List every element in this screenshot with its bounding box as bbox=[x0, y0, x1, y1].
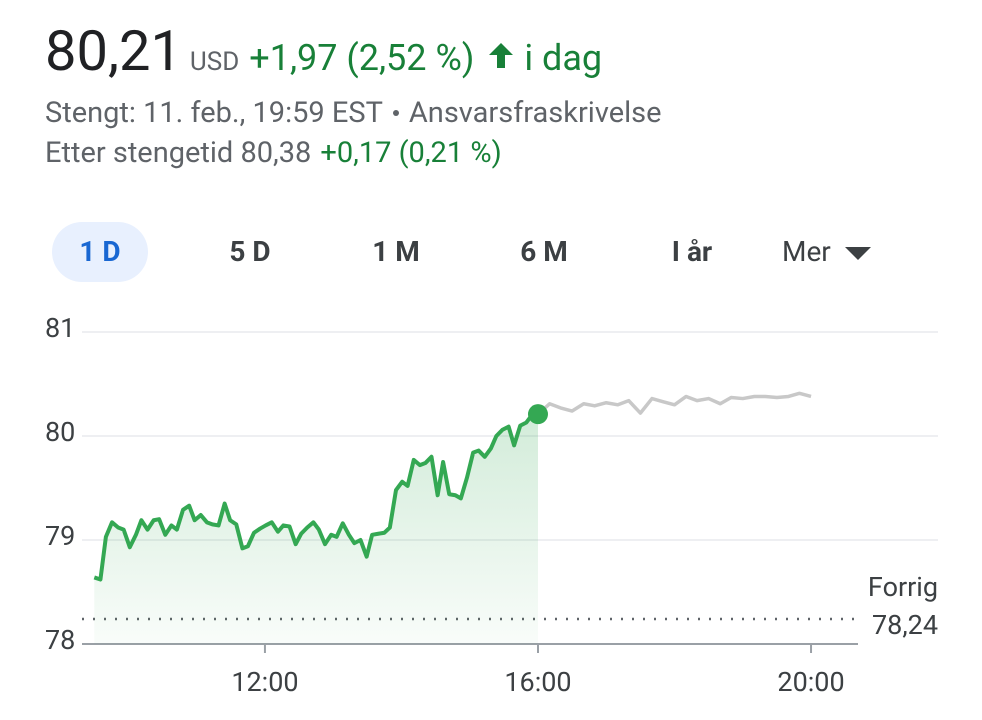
range-tabs: 1 D 5 D 1 M 6 M I år Mer bbox=[52, 222, 912, 282]
x-tick-label: 20:00 bbox=[777, 666, 844, 698]
price-line bbox=[536, 391, 812, 416]
dropdown-icon bbox=[844, 247, 871, 260]
previous-close-name: Forrig bbox=[868, 571, 938, 603]
more-tab[interactable]: Mer bbox=[782, 222, 902, 282]
x-tick-label: 16:00 bbox=[504, 666, 571, 698]
closed-time: Stengt: 11. feb., 19:59 EST bbox=[45, 96, 383, 130]
x-tick-label: 12:00 bbox=[231, 666, 298, 698]
currency: USD bbox=[189, 47, 240, 77]
close-dot bbox=[527, 404, 548, 425]
after-hours-change: +0,17 (0,21 %) bbox=[320, 136, 502, 170]
price-row: 80,21 USD +1,97 (2,52 %) i dag bbox=[45, 18, 602, 84]
price: 80,21 bbox=[45, 18, 182, 84]
after-hours-row: Etter stengetid 80,38 +0,17 (0,21 %) bbox=[45, 136, 502, 170]
y-tick-label: 78 bbox=[45, 624, 75, 656]
change: +1,97 (2,52 %) bbox=[249, 37, 475, 79]
previous-close-value: 78,24 bbox=[872, 609, 938, 641]
range-tab[interactable]: 1 M bbox=[372, 235, 420, 268]
range-tab[interactable]: I år bbox=[671, 235, 713, 268]
status-row: Stengt: 11. feb., 19:59 EST Ansvarsfrask… bbox=[45, 96, 662, 130]
y-tick-label: 79 bbox=[45, 520, 75, 552]
range-tab[interactable]: 1 D bbox=[52, 222, 148, 282]
range-tab[interactable]: 5 D bbox=[229, 235, 271, 268]
more-label: Mer bbox=[782, 235, 831, 268]
separator-dot bbox=[392, 110, 399, 116]
after-hours-price: Etter stengetid 80,38 bbox=[45, 136, 312, 170]
up-arrow-icon bbox=[489, 43, 514, 68]
y-tick-label: 81 bbox=[45, 312, 75, 344]
period-label: i dag bbox=[524, 37, 603, 79]
y-tick-label: 80 bbox=[45, 416, 75, 448]
range-tab[interactable]: 6 M bbox=[520, 235, 568, 268]
disclaimer-link[interactable]: Ansvarsfraskrivelse bbox=[408, 96, 662, 130]
price-line bbox=[93, 412, 539, 582]
